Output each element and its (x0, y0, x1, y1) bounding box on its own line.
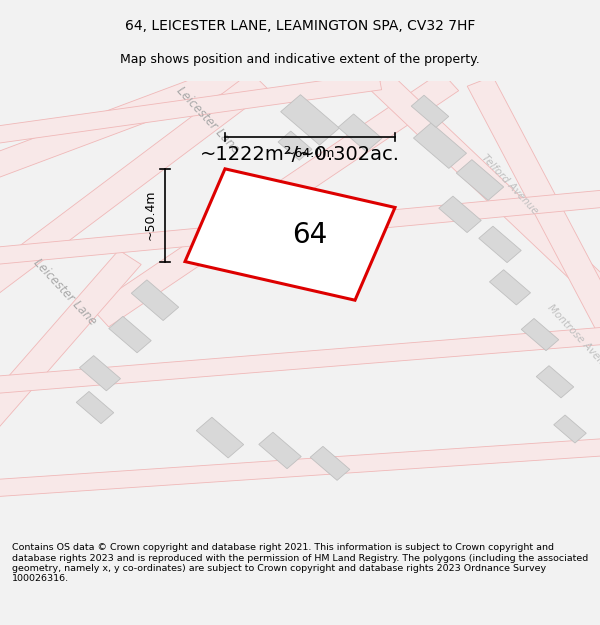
Polygon shape (109, 316, 151, 352)
Text: Map shows position and indicative extent of the property.: Map shows position and indicative extent… (120, 54, 480, 66)
Polygon shape (467, 76, 600, 408)
Polygon shape (79, 356, 121, 391)
Text: ~1222m²/~0.302ac.: ~1222m²/~0.302ac. (200, 145, 400, 164)
Polygon shape (0, 326, 600, 394)
Polygon shape (76, 391, 114, 424)
Polygon shape (131, 280, 179, 321)
Text: 64: 64 (292, 221, 328, 249)
Polygon shape (521, 319, 559, 351)
Polygon shape (490, 270, 530, 305)
Polygon shape (0, 72, 269, 301)
Polygon shape (457, 159, 503, 201)
Polygon shape (185, 169, 395, 300)
Polygon shape (411, 95, 449, 128)
Polygon shape (281, 95, 340, 145)
Polygon shape (479, 226, 521, 262)
Text: ~64.0m: ~64.0m (285, 148, 335, 161)
Polygon shape (536, 366, 574, 398)
Text: Leicester Lane: Leicester Lane (174, 84, 242, 156)
Polygon shape (0, 189, 600, 266)
Polygon shape (196, 418, 244, 458)
Polygon shape (439, 196, 481, 232)
Polygon shape (370, 73, 600, 317)
Polygon shape (338, 114, 382, 152)
Text: Telford Avenue: Telford Avenue (480, 152, 540, 216)
Polygon shape (310, 446, 350, 481)
Polygon shape (0, 250, 141, 436)
Polygon shape (259, 432, 301, 469)
Text: Contains OS data © Crown copyright and database right 2021. This information is : Contains OS data © Crown copyright and d… (12, 543, 588, 583)
Polygon shape (0, 14, 376, 182)
Polygon shape (91, 72, 458, 327)
Polygon shape (413, 123, 467, 168)
Text: Leicester Lane: Leicester Lane (31, 256, 99, 328)
Polygon shape (278, 131, 312, 160)
Text: 64, LEICESTER LANE, LEAMINGTON SPA, CV32 7HF: 64, LEICESTER LANE, LEAMINGTON SPA, CV32… (125, 19, 475, 32)
Polygon shape (554, 415, 586, 443)
Polygon shape (0, 438, 600, 498)
Polygon shape (0, 72, 382, 146)
Text: ~50.4m: ~50.4m (144, 190, 157, 241)
Text: Montrose Avenue: Montrose Avenue (545, 302, 600, 376)
